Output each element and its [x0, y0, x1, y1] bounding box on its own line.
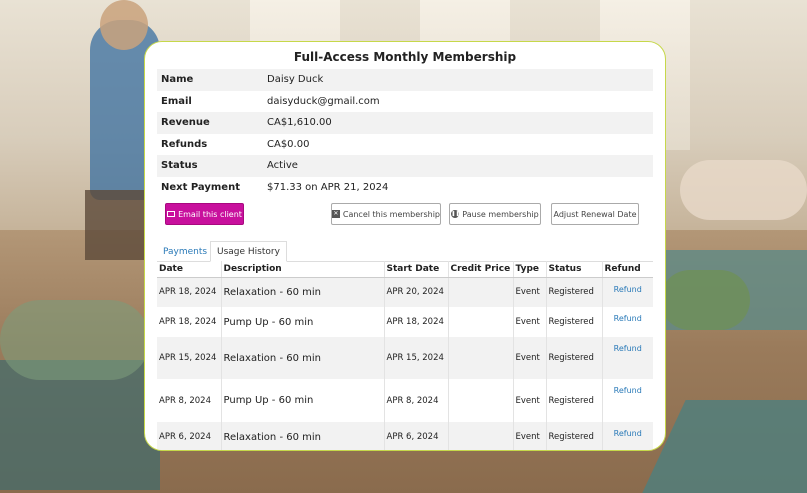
history-tabs: Payments Usage History — [157, 241, 653, 262]
table-row: APR 15, 2024 Relaxation - 60 min APR 15,… — [157, 337, 653, 379]
cell-start-date: APR 18, 2024 — [384, 307, 449, 337]
table-row: APR 6, 2024 Relaxation - 60 min APR 6, 2… — [157, 422, 653, 450]
membership-title: Full-Access Monthly Membership — [293, 50, 517, 64]
cell-credit-price — [448, 277, 514, 307]
cell-refund: Refund — [602, 379, 653, 422]
refund-link[interactable]: Refund — [613, 284, 642, 294]
detail-row-revenue: Revenue CA$1,610.00 — [157, 112, 653, 134]
cell-start-date: APR 6, 2024 — [384, 422, 449, 450]
cell-refund: Refund — [602, 337, 653, 379]
membership-card: Full-Access Monthly Membership Name Dais… — [144, 41, 666, 451]
cell-start-date: APR 8, 2024 — [384, 379, 449, 422]
detail-value: CA$0.00 — [267, 138, 310, 150]
cell-type: Event — [513, 422, 547, 450]
pause-membership-label: Pause membership — [462, 209, 539, 219]
cancel-membership-label: Cancel this membership — [342, 209, 440, 219]
column-header-refund: Refund — [602, 261, 653, 278]
cell-status: Registered — [546, 307, 603, 337]
background-figure — [100, 0, 148, 50]
column-header-description: Description — [221, 261, 385, 278]
cell-description: Relaxation - 60 min — [221, 337, 385, 379]
cell-date: APR 18, 2024 — [157, 277, 222, 307]
background-figure — [680, 160, 807, 220]
usage-history-table: Date Description Start Date Credit Price… — [157, 261, 653, 450]
cell-type: Event — [513, 307, 547, 337]
detail-row-name: Name Daisy Duck — [157, 69, 653, 91]
detail-value: Daisy Duck — [267, 74, 324, 86]
cell-type: Event — [513, 337, 547, 379]
cell-start-date: APR 20, 2024 — [384, 277, 449, 307]
detail-label: Status — [161, 160, 198, 172]
column-header-type: Type — [513, 261, 547, 278]
cell-status: Registered — [546, 277, 603, 307]
background-mat — [0, 360, 160, 490]
cell-status: Registered — [546, 379, 603, 422]
cell-date: APR 6, 2024 — [157, 422, 222, 450]
cell-type: Event — [513, 277, 547, 307]
cell-credit-price — [448, 337, 514, 379]
detail-value: CA$1,610.00 — [267, 117, 332, 129]
cell-start-date: APR 15, 2024 — [384, 337, 449, 379]
detail-value: Active — [267, 160, 298, 172]
cell-date: APR 8, 2024 — [157, 379, 222, 422]
detail-row-refunds: Refunds CA$0.00 — [157, 134, 653, 156]
column-header-start-date: Start Date — [384, 261, 449, 278]
tab-usage-history[interactable]: Usage History — [210, 241, 287, 262]
email-client-button[interactable]: Email this client — [165, 203, 244, 225]
action-bar: Email this client ✕ Cancel this membersh… — [165, 203, 645, 225]
cell-refund: Refund — [602, 422, 653, 450]
pause-icon: ❚❚ — [451, 210, 460, 218]
refund-link[interactable]: Refund — [613, 344, 642, 353]
cell-description: Pump Up - 60 min — [221, 307, 385, 337]
cell-type: Event — [513, 379, 547, 422]
adjust-renewal-button[interactable]: Adjust Renewal Date — [551, 203, 639, 225]
table-row: APR 8, 2024 Pump Up - 60 min APR 8, 2024… — [157, 379, 653, 422]
cell-credit-price — [448, 379, 514, 422]
tab-payments[interactable]: Payments — [163, 246, 208, 257]
cell-description: Relaxation - 60 min — [221, 277, 385, 307]
adjust-renewal-label: Adjust Renewal Date — [553, 209, 637, 219]
email-client-label: Email this client — [178, 209, 242, 219]
background-figure — [0, 300, 150, 380]
close-icon: ✕ — [332, 210, 340, 218]
background-bolster — [660, 270, 750, 330]
envelope-icon — [167, 211, 176, 217]
detail-value: daisyduck@gmail.com — [267, 95, 380, 107]
cell-date: APR 18, 2024 — [157, 307, 222, 337]
cancel-membership-button[interactable]: ✕ Cancel this membership — [331, 203, 441, 225]
cell-status: Registered — [546, 422, 603, 450]
cell-credit-price — [448, 307, 514, 337]
cell-description: Pump Up - 60 min — [221, 379, 385, 422]
cell-credit-price — [448, 422, 514, 450]
column-header-status: Status — [546, 261, 603, 278]
detail-label: Revenue — [161, 117, 210, 129]
table-header-row: Date Description Start Date Credit Price… — [157, 261, 653, 278]
table-row: APR 18, 2024 Pump Up - 60 min APR 18, 20… — [157, 307, 653, 337]
column-header-date: Date — [157, 261, 222, 278]
cell-date: APR 15, 2024 — [157, 337, 222, 379]
table-row: APR 18, 2024 Relaxation - 60 min APR 20,… — [157, 277, 653, 307]
detail-label: Email — [161, 95, 192, 107]
cell-refund: Refund — [602, 277, 653, 307]
pause-membership-button[interactable]: ❚❚ Pause membership — [449, 203, 541, 225]
detail-row-email: Email daisyduck@gmail.com — [157, 91, 653, 113]
refund-link[interactable]: Refund — [613, 386, 642, 395]
detail-row-status: Status Active — [157, 155, 653, 177]
detail-value: $71.33 on APR 21, 2024 — [267, 181, 389, 193]
membership-details: Name Daisy Duck Email daisyduck@gmail.co… — [157, 69, 653, 198]
detail-label: Refunds — [161, 138, 208, 150]
cell-refund: Refund — [602, 307, 653, 337]
refund-link[interactable]: Refund — [613, 429, 642, 438]
refund-link[interactable]: Refund — [613, 314, 642, 323]
cell-description: Relaxation - 60 min — [221, 422, 385, 450]
column-header-credit-price: Credit Price — [448, 261, 514, 278]
detail-row-next-payment: Next Payment $71.33 on APR 21, 2024 — [157, 177, 653, 199]
detail-label: Name — [161, 74, 194, 86]
cell-status: Registered — [546, 337, 603, 379]
detail-label: Next Payment — [161, 181, 240, 193]
